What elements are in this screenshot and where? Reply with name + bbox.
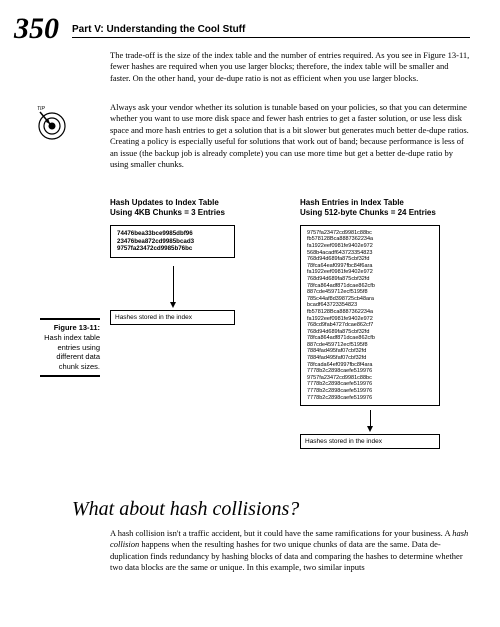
hash-entry: fa1922eef0981fe9402e972 [307,243,433,250]
left-title-line1: Hash Updates to Index Table [110,198,219,207]
right-hash-box: 9757fa23472cd9981c88bcfb578128Bca8887362… [300,225,440,406]
hash-entry: 7778b2c2898caefe519976 [307,395,433,402]
figure-caption: Figure 13-11: Hash index table entries u… [40,318,100,377]
hash-entry: 7884fad495faf07cbf32fd [307,348,433,355]
hash-entry: 7884fad495faf07cbf32fd [307,355,433,362]
hash-entry: 78fca64eaf0997fbc84f6ara [307,263,433,270]
hash-entry: 78fca864adf871dcae862cfb [307,283,433,290]
tip-icon: TIP [32,102,72,142]
hash-entry: bcadf643723354823 [307,302,433,309]
left-title-line2: Using 4KB Chunks = 3 Entries [110,208,225,217]
hash-entry: fb578128Bca8887362234a [307,236,433,243]
hash-entry: 78fca864adf871dcae862cfb [307,335,433,342]
hash-entry: 9757fa23472cd9981c88bc [307,375,433,382]
hash-entry: 7778b2c2898caefe519976 [307,368,433,375]
figure-diagram: Hash Updates to Index Table Using 4KB Ch… [110,198,470,463]
left-index-label: Hashes stored in the index [110,310,235,325]
hash-entry: 23476bea872cd9985bcad3 [117,238,228,246]
hash-entry: fa1922eef0981fe9402e972 [307,316,433,323]
right-arrow [300,406,440,434]
hash-entry: 74476bea33bce9985dbf96 [117,230,228,238]
left-arrow [110,262,235,310]
p3-prefix: A hash collision isn't a traffic acciden… [110,528,452,538]
tip-label-text: TIP [37,106,45,112]
figure-label: Figure 13-11: [54,323,100,332]
right-title-line2: Using 512-byte Chunks = 24 Entries [300,208,436,217]
hash-entry: 9757fa23472cd9981c88bc [307,230,433,237]
hash-entry: 887cde459712ecf5195f8 [307,342,433,349]
paragraph-tradeoff: The trade-off is the size of the index t… [110,50,470,84]
hash-entry: 785c44af8d398725cb48ara [307,296,433,303]
p3-suffix: happens when the resulting hashes for tw… [110,539,463,572]
hash-entry: 768d94d689fa875cbf32fd [307,256,433,263]
paragraph-vendor: Always ask your vendor whether its solut… [110,102,470,171]
figure-caption-text: Hash index table entries using different… [44,333,100,371]
hash-entry: 768d94d689fa875cbf32fd [307,276,433,283]
hash-entry: 568b4acadf643723354823 [307,250,433,257]
hash-entry: 7778b2c2898caefe519976 [307,388,433,395]
hash-entry: 768d94d689fa875cbf32fd [307,329,433,336]
hash-entry: 7778b2c2898caefe519976 [307,381,433,388]
hash-entry: fb578128Bca8887362234a [307,309,433,316]
right-title-line1: Hash Entries in Index Table [300,198,404,207]
right-column-title: Hash Entries in Index Table Using 512-by… [300,198,470,219]
hash-entry: 887cde459712ecf5195f8 [307,289,433,296]
right-index-label: Hashes stored in the index [300,434,440,449]
hash-entry: fa1922eef0981fe9402e972 [307,269,433,276]
header-text: Part V: Understanding the Cool Stuff [72,24,245,35]
left-hash-box: 74476bea33bce9985dbf9623476bea872cd9985b… [110,225,235,258]
left-column-title: Hash Updates to Index Table Using 4KB Ch… [110,198,260,219]
diagram-left-column: Hash Updates to Index Table Using 4KB Ch… [110,198,260,325]
section-heading: What about hash collisions? [72,498,299,521]
hash-entry: 768cd9fab4727dcae862cf7 [307,322,433,329]
diagram-right-column: Hash Entries in Index Table Using 512-by… [300,198,470,449]
hash-entry: 78fcada64ef0997fbc8f4ara [307,362,433,369]
running-header: Part V: Understanding the Cool Stuff [72,24,470,38]
hash-entry: 9757fa23472cd9985b76bc [117,245,228,253]
page-number: 350 [14,12,59,46]
paragraph-collision: A hash collision isn't a traffic acciden… [110,528,470,574]
